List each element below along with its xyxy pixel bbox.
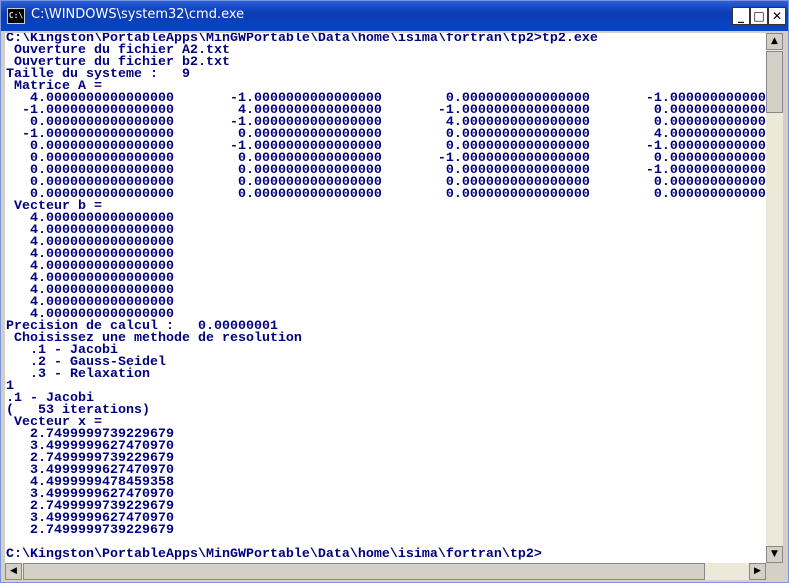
console-line: 4.0000000000000000 [6, 295, 174, 310]
scroll-thumb-h[interactable] [23, 563, 705, 580]
console-line: 4.0000000000000000 [6, 307, 174, 322]
scroll-up[interactable]: ▲ [766, 33, 783, 50]
console-line: 4.0000000000000000 [6, 223, 174, 238]
console-line: .2 - Gauss-Seidel [6, 355, 166, 370]
minimize-button[interactable]: _ [732, 7, 750, 25]
window-title: C:\WINDOWS\system32\cmd.exe [31, 7, 245, 22]
console-line: 4.0000000000000000 [6, 235, 174, 250]
console-line: 3.4999999627470970 [6, 439, 174, 454]
maximize-button[interactable]: □ [750, 7, 768, 25]
console-line: ( 53 iterations) [6, 403, 150, 418]
console-line: 0.0000000000000000 -1.0000000000000000 4… [6, 115, 766, 130]
console-line: C:\Kingston\PortableApps\MinGWPortable\D… [6, 33, 598, 46]
console-line: Choisissez une methode de resolution [6, 331, 302, 346]
vertical-scrollbar[interactable]: ▲ ▼ [766, 33, 783, 563]
scroll-down[interactable]: ▼ [766, 546, 783, 563]
console-line: 0.0000000000000000 0.0000000000000000 0.… [6, 187, 766, 202]
console-line: Ouverture du fichier b2.txt [6, 55, 230, 70]
console-line: Vecteur x = [6, 415, 102, 430]
close-button[interactable]: ✕ [768, 7, 786, 25]
console-line: Ouverture du fichier A2.txt [6, 43, 230, 58]
console-line: 4.0000000000000000 [6, 211, 174, 226]
console-line: 0.0000000000000000 -1.0000000000000000 0… [6, 139, 766, 154]
console-line: .3 - Relaxation [6, 367, 150, 382]
console-line: 0.0000000000000000 0.0000000000000000 -1… [6, 151, 766, 166]
console-line: 1 [6, 379, 14, 394]
console-line: 0.0000000000000000 0.0000000000000000 0.… [6, 163, 766, 178]
console-output: C:\Kingston\PortableApps\MinGWPortable\D… [5, 33, 766, 563]
console-line: 3.4999999627470970 [6, 511, 174, 526]
scroll-thumb[interactable] [766, 51, 783, 113]
console-line: Taille du systeme : 9 [6, 67, 190, 82]
console-line: -1.0000000000000000 4.0000000000000000 -… [6, 103, 766, 118]
console-line: 4.0000000000000000 [6, 259, 174, 274]
window-icon: C:\ [7, 8, 25, 24]
console-line: .1 - Jacobi [6, 343, 118, 358]
console-line: Vecteur b = [6, 199, 102, 214]
console-line: 3.4999999627470970 [6, 463, 174, 478]
console-line: 4.0000000000000000 [6, 247, 174, 262]
console-line: 4.0000000000000000 [6, 283, 174, 298]
horizontal-scrollbar[interactable]: ◀ ▶ [5, 563, 766, 580]
console-line: Matrice A = [6, 79, 102, 94]
console-line: 4.4999999478459358 [6, 475, 174, 490]
console-line: 4.0000000000000000 [6, 271, 174, 286]
console-line: .1 - Jacobi [6, 391, 94, 406]
scroll-right[interactable]: ▶ [749, 563, 766, 580]
console-line: 3.4999999627470970 [6, 487, 174, 502]
title-bar: C:\ C:\WINDOWS\system32\cmd.exe _ □ ✕ [1, 1, 788, 31]
scroll-left[interactable]: ◀ [5, 563, 22, 580]
console-line: Precision de calcul : 0.00000001 [6, 319, 278, 334]
console-line: 4.0000000000000000 -1.0000000000000000 0… [6, 91, 766, 106]
console-line: 0.0000000000000000 0.0000000000000000 0.… [6, 175, 766, 190]
console-line: C:\Kingston\PortableApps\MinGWPortable\D… [6, 547, 542, 562]
console-line: -1.0000000000000000 0.0000000000000000 0… [6, 127, 766, 142]
console-line: 2.7499999739229679 [6, 451, 174, 466]
console-line: 2.7499999739229679 [6, 523, 174, 538]
console-line: 2.7499999739229679 [6, 427, 174, 442]
console-line: 2.7499999739229679 [6, 499, 174, 514]
